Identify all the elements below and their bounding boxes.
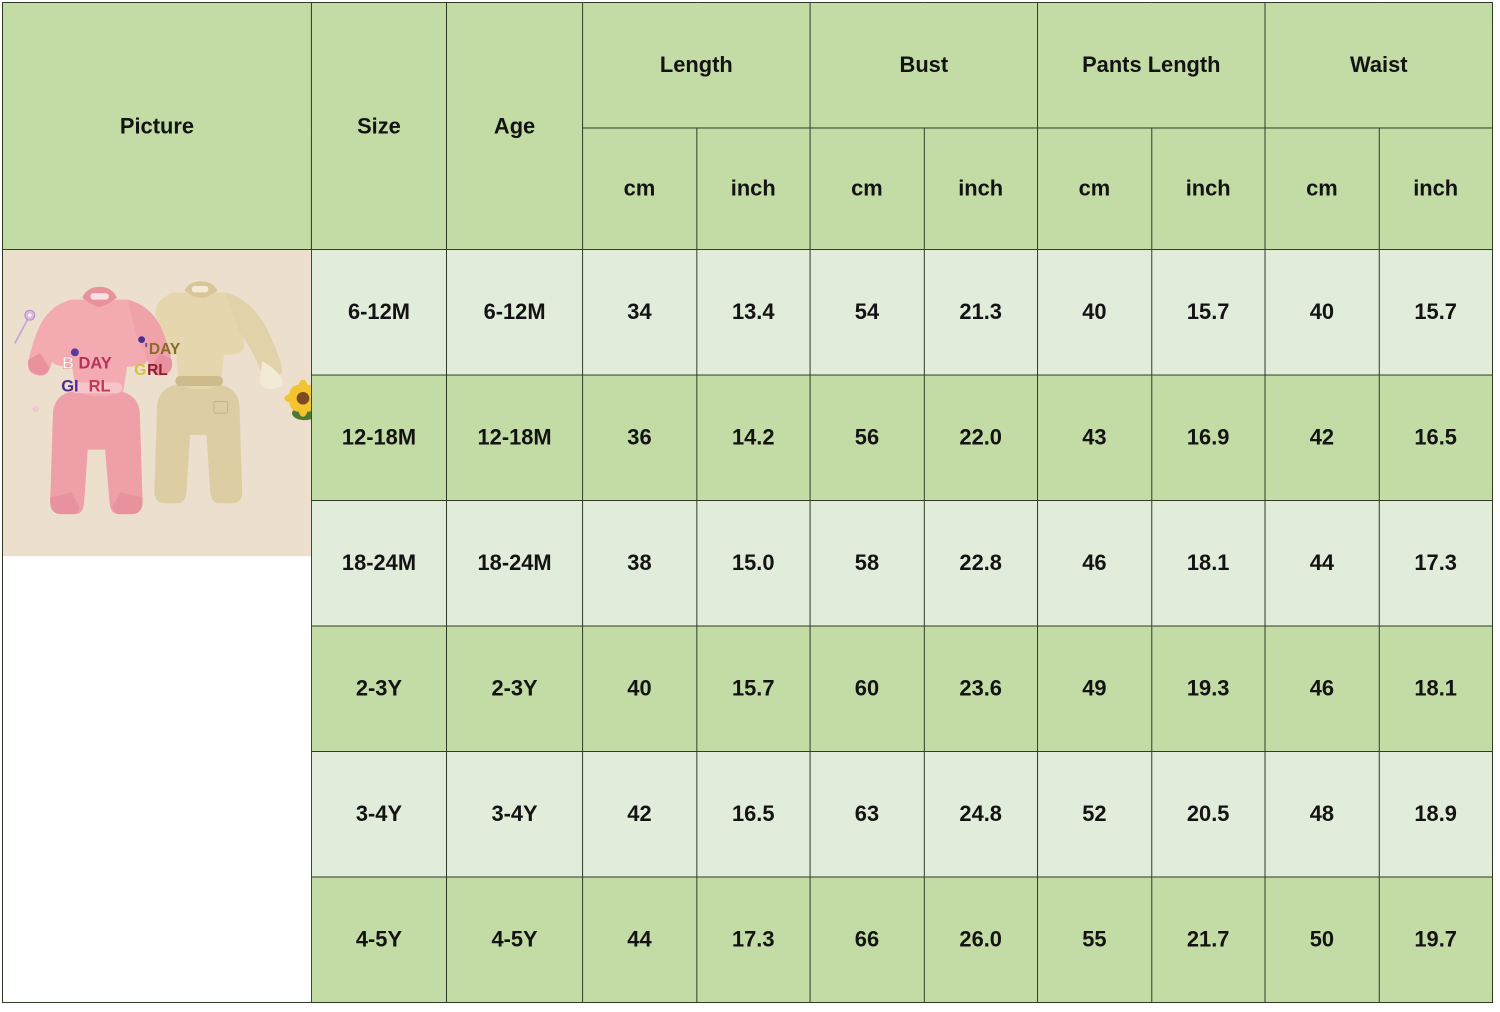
- svg-text:': ': [144, 341, 148, 358]
- svg-text:RL: RL: [89, 377, 111, 395]
- svg-text:DAY: DAY: [149, 341, 181, 358]
- svg-text:GI: GI: [61, 377, 78, 395]
- svg-text:DAY: DAY: [79, 355, 112, 373]
- svg-text:G: G: [134, 362, 146, 379]
- svg-text:B: B: [62, 355, 74, 373]
- svg-text:RL: RL: [147, 362, 168, 379]
